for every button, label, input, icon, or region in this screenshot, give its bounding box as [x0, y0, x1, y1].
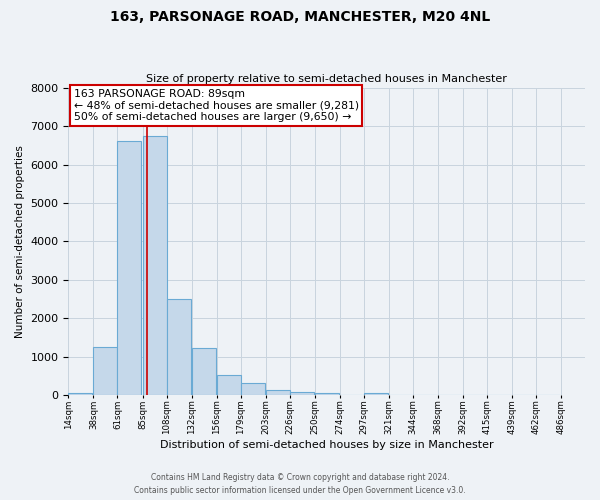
Bar: [94, 348, 118, 396]
Bar: [364, 393, 388, 396]
Bar: [118, 142, 142, 396]
Bar: [266, 390, 290, 396]
Bar: [143, 136, 167, 396]
Y-axis label: Number of semi-detached properties: Number of semi-detached properties: [15, 145, 25, 338]
X-axis label: Distribution of semi-detached houses by size in Manchester: Distribution of semi-detached houses by …: [160, 440, 494, 450]
Text: 163, PARSONAGE ROAD, MANCHESTER, M20 4NL: 163, PARSONAGE ROAD, MANCHESTER, M20 4NL: [110, 10, 490, 24]
Bar: [290, 392, 314, 396]
Text: 163 PARSONAGE ROAD: 89sqm
← 48% of semi-detached houses are smaller (9,281)
50% : 163 PARSONAGE ROAD: 89sqm ← 48% of semi-…: [74, 89, 359, 122]
Title: Size of property relative to semi-detached houses in Manchester: Size of property relative to semi-detach…: [146, 74, 507, 84]
Bar: [241, 383, 265, 396]
Bar: [68, 393, 92, 396]
Bar: [217, 376, 241, 396]
Bar: [191, 348, 215, 396]
Bar: [167, 299, 191, 396]
Text: Contains HM Land Registry data © Crown copyright and database right 2024.
Contai: Contains HM Land Registry data © Crown c…: [134, 474, 466, 495]
Bar: [314, 393, 339, 396]
